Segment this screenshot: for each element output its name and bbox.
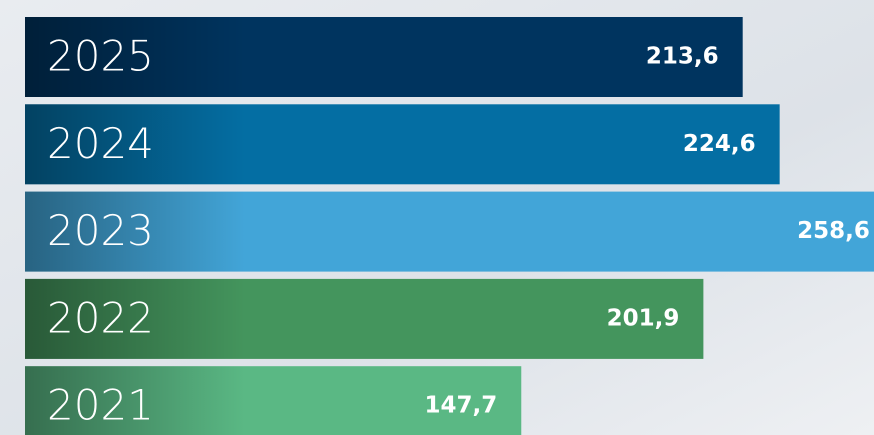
bar-shade: [25, 278, 245, 359]
value-label: 224,6: [683, 131, 756, 157]
category-label: 2022: [47, 293, 154, 342]
bar-shade: [25, 191, 245, 272]
category-label: 2024: [47, 119, 154, 168]
value-label: 201,9: [607, 305, 680, 331]
value-label: 213,6: [646, 44, 719, 70]
bar-shade: [25, 366, 245, 435]
category-label: 2021: [47, 381, 154, 430]
value-label: 147,7: [425, 393, 498, 419]
category-label: 2025: [47, 32, 154, 81]
category-label: 2023: [47, 206, 154, 255]
value-label: 258,6: [797, 218, 870, 244]
bar-shade: [25, 104, 245, 185]
bar-shade: [25, 17, 245, 97]
